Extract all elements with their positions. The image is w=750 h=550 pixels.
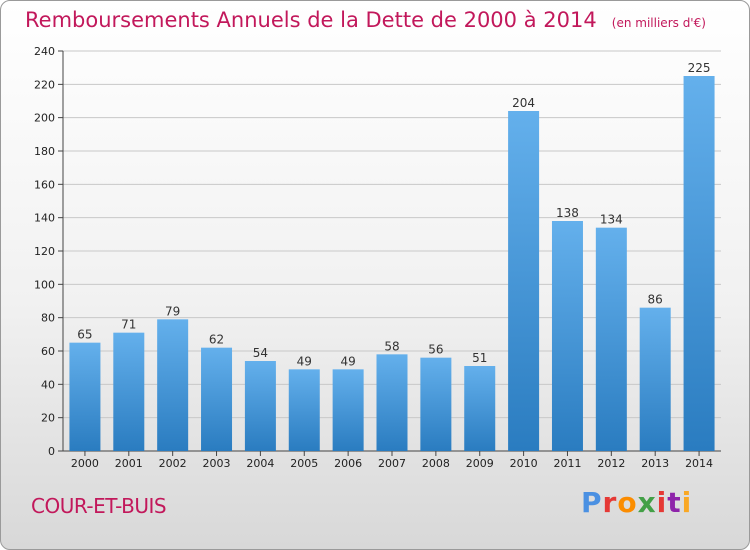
bar [157, 319, 189, 451]
y-tick-label: 20 [41, 412, 55, 425]
bar-value-label: 58 [384, 339, 399, 353]
y-tick-label: 200 [34, 112, 55, 125]
bar-value-label: 49 [340, 354, 355, 368]
bar [113, 332, 145, 451]
bar-value-label: 49 [297, 354, 312, 368]
x-tick-label: 2004 [246, 457, 274, 470]
y-tick-label: 180 [34, 145, 55, 158]
logo-letter: t [667, 486, 682, 519]
y-tick-label: 100 [34, 278, 55, 291]
x-tick-label: 2006 [334, 457, 362, 470]
x-tick-label: 2001 [115, 457, 143, 470]
bar-value-label: 51 [472, 351, 487, 365]
logo-letter: o [617, 486, 638, 519]
x-tick-label: 2014 [685, 457, 713, 470]
bar [420, 357, 452, 451]
x-tick-label: 2011 [553, 457, 581, 470]
y-tick-label: 220 [34, 78, 55, 91]
y-tick-label: 80 [41, 312, 55, 325]
bar [376, 354, 408, 451]
y-tick-label: 40 [41, 378, 55, 391]
bar-value-label: 62 [209, 333, 224, 347]
bar [639, 307, 671, 451]
x-tick-label: 2002 [159, 457, 187, 470]
bar [683, 76, 715, 451]
bar [288, 369, 320, 451]
x-tick-label: 2009 [466, 457, 494, 470]
logo-letter: r [602, 486, 618, 519]
logo-letter: i [656, 486, 668, 519]
chart-subtitle: (en milliers d'€) [611, 16, 706, 30]
bar [595, 227, 627, 451]
bar [332, 369, 364, 451]
proxiti-logo[interactable]: Proxiti [581, 486, 692, 519]
bar-value-label: 225 [688, 61, 711, 75]
bar [551, 221, 583, 451]
x-tick-label: 2000 [71, 457, 99, 470]
y-tick-label: 240 [34, 45, 55, 58]
bar-value-label: 134 [600, 213, 623, 227]
title-row: Remboursements Annuels de la Dette de 20… [25, 8, 706, 32]
x-tick-label: 2010 [510, 457, 538, 470]
bar-value-label: 79 [165, 304, 180, 318]
y-tick-label: 160 [34, 178, 55, 191]
logo-letter: i [681, 486, 693, 519]
commune-name: COUR-ET-BUIS [31, 494, 167, 518]
bar-value-label: 71 [121, 318, 136, 332]
x-tick-label: 2012 [597, 457, 625, 470]
bar-value-label: 65 [77, 328, 92, 342]
x-tick-label: 2013 [641, 457, 669, 470]
y-tick-label: 120 [34, 245, 55, 258]
logo-letter: P [581, 486, 603, 519]
logo-letter: x [637, 486, 657, 519]
bar-value-label: 138 [556, 206, 579, 220]
y-tick-label: 60 [41, 345, 55, 358]
bar-value-label: 56 [428, 343, 443, 357]
x-tick-label: 2003 [203, 457, 231, 470]
x-tick-label: 2008 [422, 457, 450, 470]
bar [69, 342, 101, 451]
bar-value-label: 54 [253, 346, 268, 360]
chart-title: Remboursements Annuels de la Dette de 20… [25, 8, 597, 32]
y-tick-label: 0 [48, 445, 55, 458]
bar [201, 347, 233, 451]
y-tick-label: 140 [34, 212, 55, 225]
bar [464, 366, 496, 451]
x-tick-label: 2007 [378, 457, 406, 470]
bar-value-label: 204 [512, 96, 535, 110]
bar [244, 361, 276, 451]
bar-value-label: 86 [648, 293, 663, 307]
bar [508, 111, 540, 451]
x-tick-label: 2005 [290, 457, 318, 470]
